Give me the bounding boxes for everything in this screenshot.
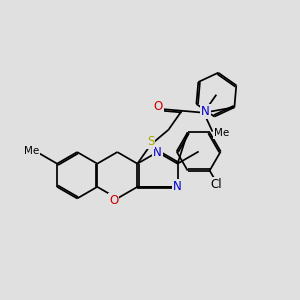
Text: N: N: [201, 105, 210, 118]
Text: O: O: [154, 100, 163, 113]
Text: N: N: [153, 146, 162, 159]
Text: Me: Me: [24, 146, 39, 156]
Text: N: N: [173, 180, 182, 194]
Text: Cl: Cl: [210, 178, 221, 190]
Text: O: O: [109, 194, 119, 207]
Text: Me: Me: [214, 128, 229, 138]
Text: S: S: [147, 135, 154, 148]
